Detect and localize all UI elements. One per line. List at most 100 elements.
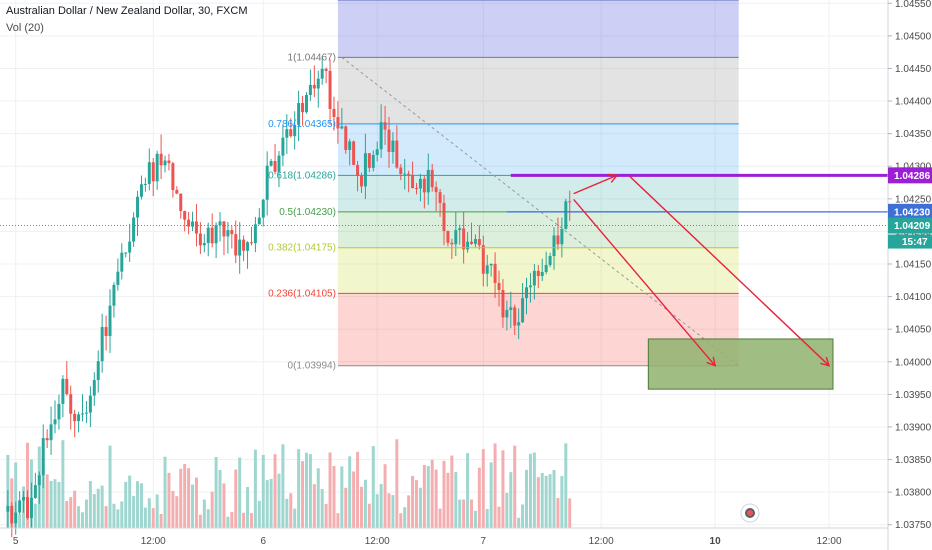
candle-body xyxy=(320,68,324,79)
candle-body xyxy=(108,305,112,337)
candle-body xyxy=(159,153,163,166)
arrow-shaft xyxy=(628,174,830,367)
volume-bar xyxy=(379,483,383,528)
projection-arrow-3[interactable] xyxy=(628,174,831,367)
candle-body xyxy=(53,419,57,425)
candle-body xyxy=(29,497,33,519)
scroll-to-realtime-icon[interactable] xyxy=(740,503,760,523)
countdown-tag-text: 15:47 xyxy=(902,237,928,248)
volume-bar xyxy=(367,503,371,528)
volume-bar xyxy=(481,449,485,528)
price-axis[interactable]: 1.04550 1.04500 1.04450 1.04400 1.04350 1.043… xyxy=(887,0,932,550)
volume-bar xyxy=(45,474,49,528)
candle-body xyxy=(257,217,261,225)
candle-body xyxy=(540,272,544,276)
price-tick-label: 1.04500 xyxy=(895,31,932,42)
volume-bar xyxy=(179,468,183,528)
fib-level-label: 0(1.03994) xyxy=(288,361,336,372)
volume-bar xyxy=(132,496,136,528)
projection-arrow-2[interactable] xyxy=(573,199,717,367)
volume-bar xyxy=(391,495,395,528)
volume-bar xyxy=(202,499,206,528)
candle-body xyxy=(544,264,548,273)
volume-bar xyxy=(536,477,540,528)
candle-body xyxy=(505,309,509,318)
price-tick-label: 1.03800 xyxy=(895,488,932,499)
candle-body xyxy=(352,141,356,165)
candle-body xyxy=(442,202,446,232)
fib-level-label: 0.786(1.04365) xyxy=(268,119,336,130)
volume-bar xyxy=(458,499,462,528)
volume-bar xyxy=(167,472,171,528)
target-zone[interactable] xyxy=(647,338,834,390)
candle-body xyxy=(466,241,470,250)
current-price-tag-text: 1.04209 xyxy=(894,221,931,232)
candle-body xyxy=(96,361,100,381)
volume-bar xyxy=(104,506,108,528)
volume-bar xyxy=(277,473,281,528)
drawings[interactable] xyxy=(0,56,888,523)
volume-bar xyxy=(218,469,222,528)
candle-body xyxy=(438,192,442,203)
volume-bar xyxy=(509,472,513,528)
volume-bar xyxy=(285,498,289,528)
volume-bar xyxy=(501,450,505,528)
volume-bar xyxy=(442,460,446,528)
volume-bar xyxy=(77,506,81,528)
candle-body xyxy=(477,239,481,246)
candle-body xyxy=(434,187,438,193)
candle-body xyxy=(57,403,61,420)
volume-bar xyxy=(26,442,29,528)
candle-body xyxy=(387,129,391,152)
fibonacci-retracement[interactable]: 0(1.03994) 0.236(1.04105) 0.382(1.04175) 0.… xyxy=(268,0,739,372)
volume-bar xyxy=(505,492,509,528)
volume-bar xyxy=(175,496,179,528)
volume-bar xyxy=(183,463,187,528)
volume-bar xyxy=(65,501,69,528)
price-tick-label: 1.04050 xyxy=(895,325,932,336)
candles xyxy=(6,56,572,538)
volume-bar xyxy=(371,446,375,528)
volume-bar xyxy=(363,479,367,528)
volume-bar xyxy=(395,439,399,528)
volume-bar xyxy=(230,511,234,528)
volume-bar xyxy=(438,508,442,528)
candle-body xyxy=(568,201,572,203)
candle-body xyxy=(462,228,466,250)
volume-bar xyxy=(163,456,167,528)
candle-body xyxy=(399,167,403,174)
candle-body xyxy=(41,438,45,476)
time-axis[interactable]: 5 12:00 6 12:00 7 12:00 10 12:00 xyxy=(0,527,888,547)
price-tags: 1.04286 1.04230 1.04209 15:47 xyxy=(888,167,932,249)
fib-level-label: 1(1.04467) xyxy=(288,52,336,63)
volume-bar xyxy=(261,454,265,528)
price-tick-label: 1.04300 xyxy=(895,162,932,173)
candle-body xyxy=(226,230,230,237)
candle-body xyxy=(513,307,517,326)
candle-body xyxy=(246,242,250,251)
volume-indicator-label[interactable]: Vol (20) xyxy=(6,22,44,34)
volume-bar xyxy=(61,440,65,528)
candle-body xyxy=(238,239,242,256)
candle-body xyxy=(112,284,116,306)
volume-bar xyxy=(293,508,297,528)
volume-bar xyxy=(234,469,238,528)
candle-body xyxy=(293,124,297,137)
volume-bar xyxy=(422,464,426,528)
volume-bar xyxy=(540,472,544,528)
candle-body xyxy=(77,414,81,422)
volume-bar xyxy=(249,512,253,528)
volume-bar xyxy=(257,500,261,528)
resistance-price-tag xyxy=(888,167,932,184)
volume-bar xyxy=(544,475,548,528)
volume-bar xyxy=(387,493,391,528)
time-tick-label: 7 xyxy=(481,536,487,547)
candle-body xyxy=(45,438,49,441)
volume-bar xyxy=(426,466,430,528)
candle-body xyxy=(454,230,458,245)
projection-arrow-1[interactable] xyxy=(573,173,619,195)
volume-bar xyxy=(312,484,316,528)
candle-body xyxy=(525,287,529,299)
candle-body xyxy=(285,129,289,138)
